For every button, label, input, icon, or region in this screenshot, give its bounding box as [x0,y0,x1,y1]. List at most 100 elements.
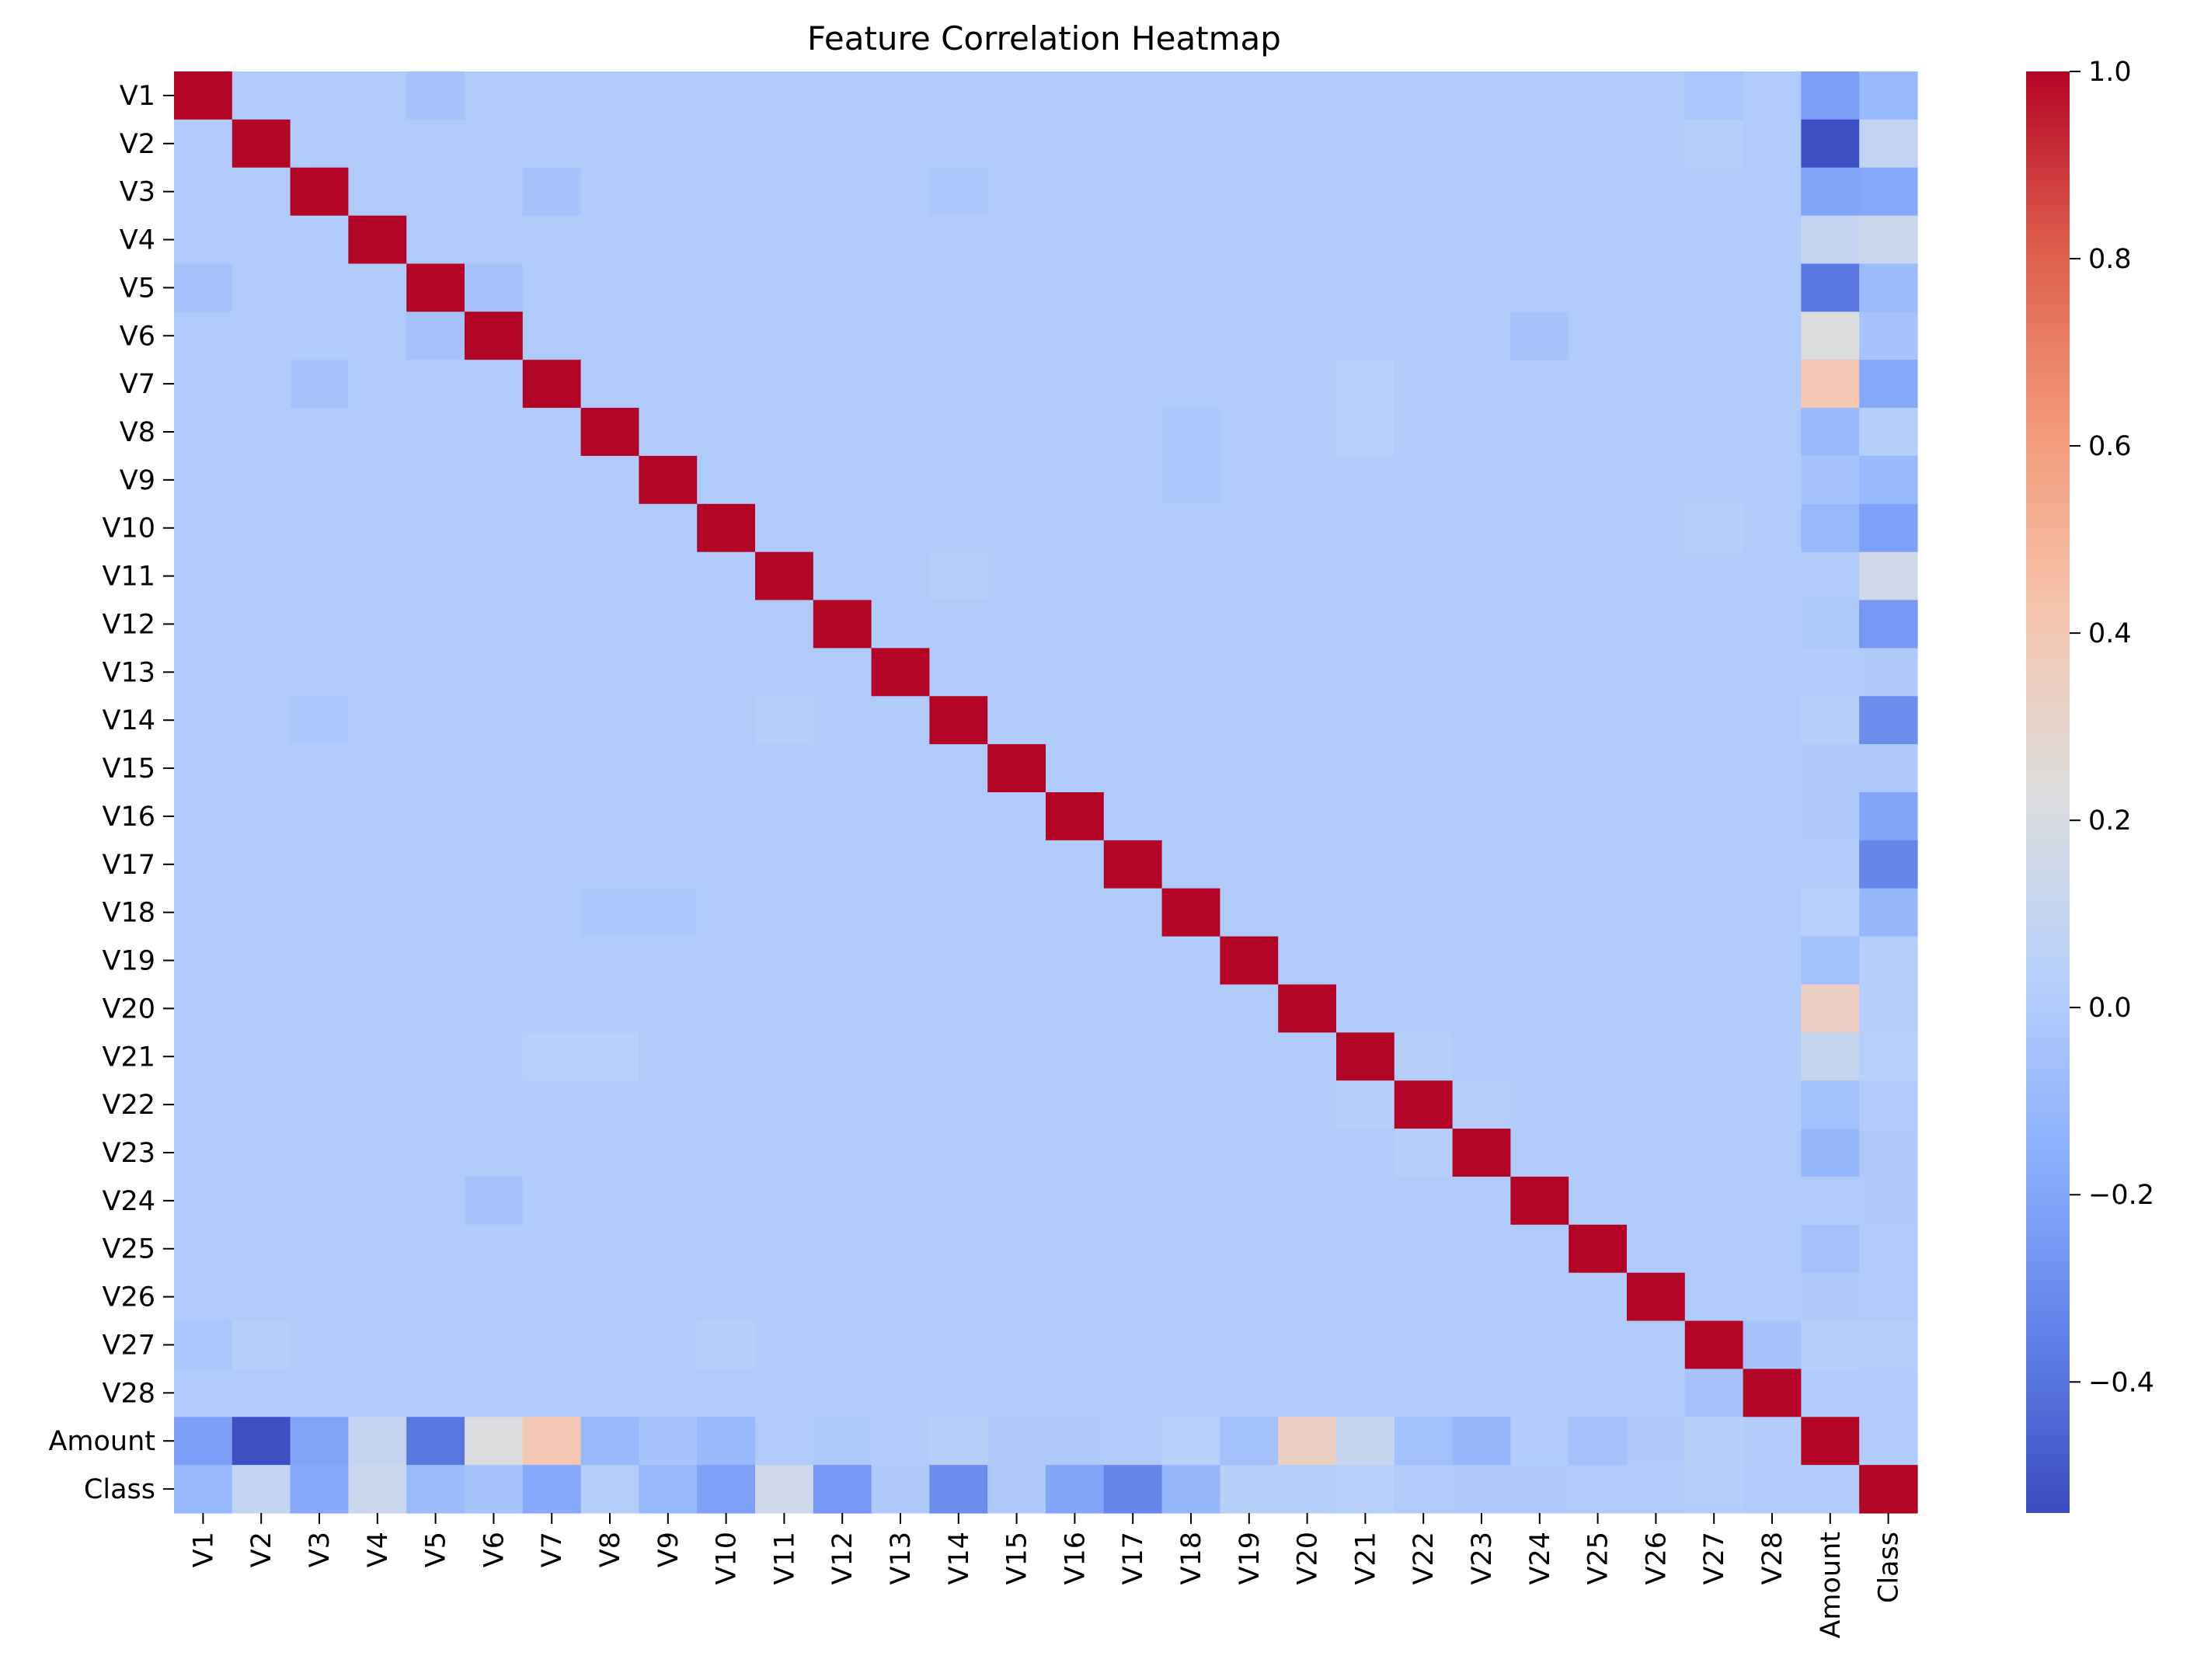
heatmap-cell [290,1320,349,1369]
heatmap-cell [639,408,698,457]
heatmap-cell [1627,1465,1686,1514]
column-label: V13 [886,1532,917,1584]
heatmap-cell [465,215,524,265]
heatmap-cell [697,1272,756,1322]
heatmap-cell [580,984,639,1033]
heatmap-cell [1510,311,1569,360]
heatmap-cell [1684,167,1744,217]
heatmap-cell [1684,744,1744,793]
heatmap-cell [1220,1369,1279,1417]
heatmap-cell [290,263,349,312]
heatmap-cell [871,263,930,312]
heatmap-cell [465,503,524,553]
heatmap-cell [406,551,465,601]
heatmap-cell [1046,648,1105,697]
heatmap-cell [1452,408,1511,457]
heatmap-cell [1336,1032,1395,1081]
colorbar-gradient [2026,71,2070,1513]
heatmap-cell [1278,263,1337,312]
heatmap-cell [1278,648,1337,697]
heatmap-cell [813,71,872,120]
heatmap-cell [697,1417,756,1466]
heatmap-cell [813,1369,872,1417]
heatmap-cell [174,744,233,793]
row-tick-labels: V1 V2 V3 V4 V5 V6 V7 V8 V9 V10 V11 V12 V13 V14 V15 V16 V… [48,81,174,1505]
heatmap-cell [755,1129,814,1177]
row-label: V2 [120,129,155,160]
heatmap-cell [1161,888,1220,937]
heatmap-cell [1510,1465,1569,1514]
heatmap-cell [174,936,233,986]
heatmap-cell [348,71,407,120]
heatmap-cell [1220,1032,1279,1081]
heatmap-cell [1510,744,1569,793]
heatmap-cell [174,551,233,601]
heatmap-cell [871,1176,930,1226]
heatmap-cell [1684,71,1744,120]
heatmap-cell [1394,119,1454,169]
heatmap-cell [697,455,756,505]
row-label: V15 [103,753,155,784]
heatmap-cell [406,1369,465,1417]
heatmap-cell [697,408,756,457]
heatmap-cell [929,1176,988,1226]
heatmap-cell [1627,1129,1686,1177]
heatmap-cell [1859,888,1918,937]
heatmap-cell [1394,1224,1454,1274]
heatmap-cell [1336,455,1395,505]
heatmap-cell [697,263,756,312]
heatmap-cell [1046,1080,1105,1129]
heatmap-cell [348,119,407,169]
heatmap-cell [232,1176,291,1226]
heatmap-cell [1046,408,1105,457]
heatmap-cell [406,455,465,505]
heatmap-cell [1220,1320,1279,1369]
heatmap-cell [1801,744,1860,793]
heatmap-cell [1046,984,1105,1033]
heatmap-cell [639,1369,698,1417]
heatmap-cell [1394,792,1454,841]
heatmap-cell [1801,696,1860,745]
heatmap-cell [1569,167,1628,217]
heatmap-cell [929,1032,988,1081]
row-label: V19 [103,946,155,977]
heatmap-cell [871,119,930,169]
heatmap-cell [1336,71,1395,120]
heatmap-cell [929,503,988,553]
heatmap-cell [1627,744,1686,793]
heatmap-cell [1161,503,1220,553]
heatmap-cell [1801,1465,1860,1514]
heatmap-cell [1801,503,1860,553]
heatmap-cell [290,503,349,553]
heatmap-cell [755,455,814,505]
heatmap-cell [522,167,582,217]
column-label: V4 [363,1532,394,1567]
heatmap-cell [1743,551,1802,601]
heatmap-cell [1220,263,1279,312]
heatmap-cell [1627,311,1686,360]
heatmap-cell [1394,1465,1454,1514]
heatmap-cell [929,1320,988,1369]
heatmap-cell [174,360,233,409]
heatmap-cell [232,1272,291,1322]
heatmap-cell [1394,696,1454,745]
heatmap-cell [1452,1224,1511,1274]
heatmap-cell [1569,1465,1628,1514]
heatmap-cell [1801,311,1860,360]
heatmap-cell [1278,984,1337,1033]
heatmap-cell [871,1080,930,1129]
heatmap-cell [406,1320,465,1369]
heatmap-cell [929,888,988,937]
heatmap-cell [522,984,582,1033]
heatmap-cell [697,167,756,217]
heatmap-cell [1627,167,1686,217]
heatmap-cell [580,215,639,265]
heatmap-cell [987,71,1046,120]
heatmap-cell [1394,455,1454,505]
heatmap-cell [1394,360,1454,409]
heatmap-cell [1627,503,1686,553]
heatmap-cell [1510,503,1569,553]
heatmap-cell [813,215,872,265]
heatmap-cell [465,311,524,360]
heatmap-cell [522,551,582,601]
